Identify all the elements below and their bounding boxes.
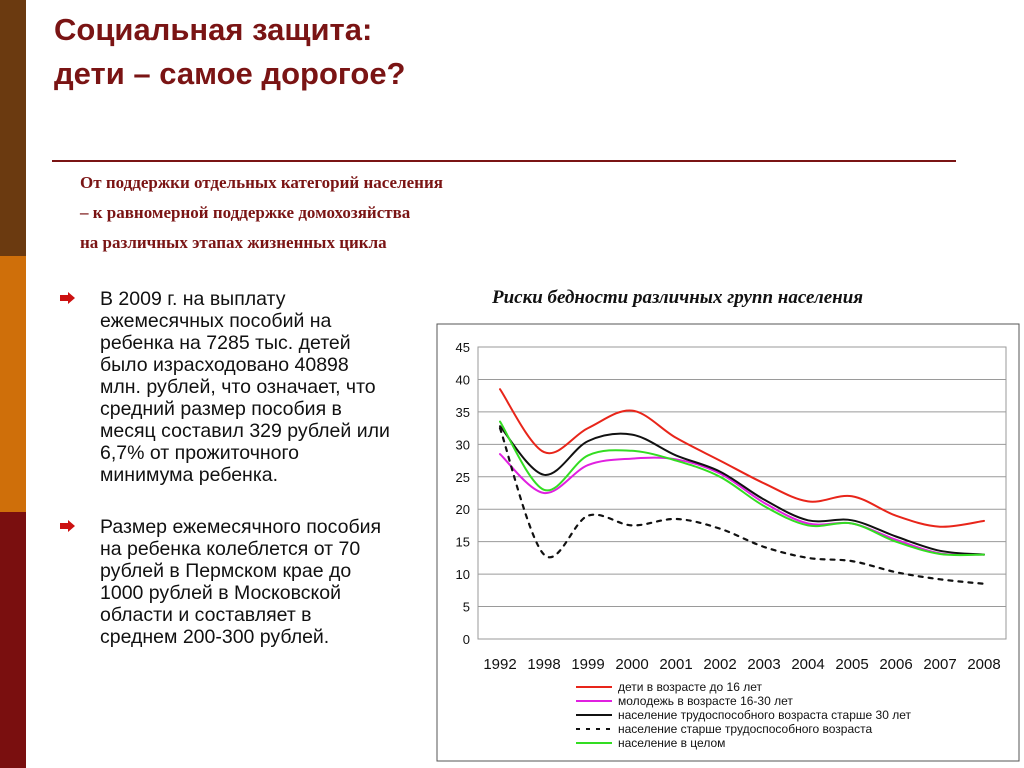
- bullet-item: В 2009 г. на выплату ежемесячных пособий…: [60, 288, 390, 486]
- x-tick-label: 2005: [835, 656, 868, 673]
- x-tick-label: 2001: [659, 656, 692, 673]
- chart-svg: 0 5 10 15 20 25 30 35 40 45 1992 1998 1999 2000 2001 20…: [436, 323, 1020, 762]
- y-tick-label: 40: [456, 372, 470, 387]
- y-tick-label: 5: [463, 600, 470, 615]
- y-tick-label: 10: [456, 567, 470, 582]
- decor-bar-middle: [0, 256, 26, 512]
- slide-title-line1: Социальная защита:: [54, 12, 373, 47]
- legend-label: молодежь в возрасте 16-30 лет: [618, 694, 793, 708]
- x-tick-label: 2004: [791, 656, 824, 673]
- chart-border: [436, 323, 1020, 762]
- y-tick-label: 25: [456, 470, 470, 485]
- series-line: [498, 427, 986, 585]
- plot-area: [477, 346, 1007, 640]
- y-tick-label: 15: [456, 535, 470, 550]
- bullet-text: Размер ежемесячного пособия на ребенка к…: [100, 516, 382, 648]
- decor-bar-top: [0, 0, 26, 256]
- bullet-item: Размер ежемесячного пособия на ребенка к…: [60, 516, 390, 648]
- decor-bar-bottom: [0, 512, 26, 768]
- slide-title-line2: дети – самое дорогое?: [54, 56, 406, 91]
- title-divider: [52, 160, 956, 162]
- slide-title: Социальная защита: дети – самое дорогое?: [54, 8, 406, 96]
- series-line: [499, 388, 985, 528]
- x-tick-label: 2006: [879, 656, 912, 673]
- subtitle-line1: От поддержки отдельных категорий населен…: [80, 173, 443, 192]
- x-tick-label: 2003: [747, 656, 780, 673]
- y-tick-label: 35: [456, 405, 470, 420]
- x-tick-label: 1999: [571, 656, 604, 673]
- slide-subtitle: От поддержки отдельных категорий населен…: [80, 168, 443, 258]
- y-tick-label: 45: [456, 340, 470, 355]
- series-line: [499, 420, 985, 557]
- x-tick-label: 1998: [527, 656, 560, 673]
- x-tick-label: 2007: [923, 656, 956, 673]
- legend-label: население трудоспособного возраста старш…: [618, 708, 911, 722]
- legend-label: дети в возрасте до 16 лет: [618, 680, 762, 694]
- y-tick-label: 30: [456, 437, 470, 452]
- chart-title: Риски бедности различных групп населения: [492, 287, 864, 308]
- subtitle-line2: – к равномерной поддержке домохозяйства: [80, 203, 411, 222]
- x-tick-label: 2000: [615, 656, 648, 673]
- x-tick-label: 2002: [703, 656, 736, 673]
- y-tick-label: 20: [456, 502, 470, 517]
- x-tick-label: 2008: [967, 656, 1000, 673]
- x-tick-label: 1992: [483, 656, 516, 673]
- y-tick-label: 0: [463, 632, 470, 647]
- series-line: [499, 425, 985, 556]
- bullet-arrow-icon: [60, 292, 75, 304]
- legend-label: население старше трудоспособного возраст…: [618, 722, 873, 736]
- legend-label: население в целом: [618, 736, 725, 750]
- subtitle-line3: на различных этапах жизненных цикла: [80, 233, 387, 252]
- series-line: [499, 453, 985, 556]
- bullet-arrow-icon: [60, 520, 75, 532]
- bullet-text: В 2009 г. на выплату ежемесячных пособий…: [100, 288, 390, 486]
- bullet-list: В 2009 г. на выплату ежемесячных пособий…: [60, 288, 390, 678]
- chart: 0 5 10 15 20 25 30 35 40 45 1992 1998 1999 2000 2001 20…: [436, 323, 1020, 763]
